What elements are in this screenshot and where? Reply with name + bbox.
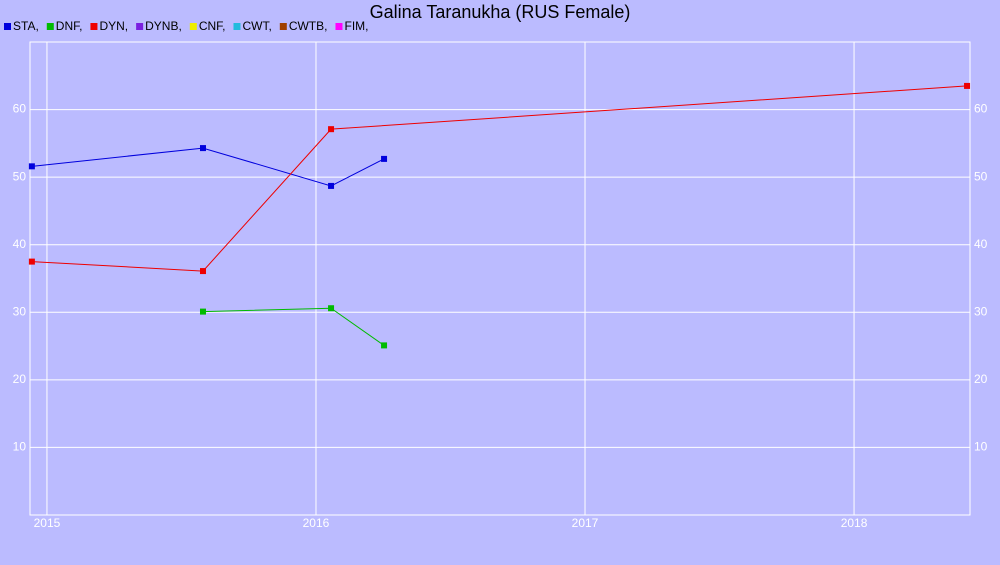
legend-swatch bbox=[46, 23, 54, 30]
y2-tick-label: 30 bbox=[974, 304, 988, 318]
data-point bbox=[199, 268, 206, 275]
legend-label: FIM, bbox=[344, 19, 368, 33]
legend-swatch bbox=[279, 23, 287, 30]
data-point bbox=[28, 163, 35, 170]
chart-title: Galina Taranukha (RUS Female) bbox=[370, 2, 631, 22]
legend-label: DNF, bbox=[56, 19, 83, 33]
legend-label: CWT, bbox=[242, 19, 271, 33]
y-tick-label: 10 bbox=[13, 440, 27, 454]
legend-swatch bbox=[335, 23, 343, 30]
data-point bbox=[381, 342, 388, 349]
y-tick-label: 20 bbox=[13, 372, 27, 386]
x-tick-label: 2015 bbox=[34, 516, 61, 530]
data-point bbox=[199, 145, 206, 152]
x-tick-label: 2017 bbox=[572, 516, 599, 530]
data-point bbox=[328, 126, 335, 133]
series-line bbox=[31, 147, 385, 187]
legend-swatch bbox=[189, 23, 197, 30]
legend-label: DYNB, bbox=[145, 19, 182, 33]
y-tick-label: 50 bbox=[13, 169, 27, 183]
y2-tick-label: 20 bbox=[974, 372, 988, 386]
y2-tick-label: 10 bbox=[974, 440, 988, 454]
x-tick-label: 2016 bbox=[303, 516, 330, 530]
y2-tick-label: 40 bbox=[974, 237, 988, 251]
legend-swatch bbox=[233, 23, 241, 30]
y-tick-label: 40 bbox=[13, 237, 27, 251]
legend-swatch bbox=[90, 23, 98, 30]
y-tick-label: 60 bbox=[13, 102, 27, 116]
series-line bbox=[31, 85, 968, 272]
y2-tick-label: 60 bbox=[974, 102, 988, 116]
data-point bbox=[964, 82, 971, 89]
y-tick-label: 30 bbox=[13, 304, 27, 318]
legend-label: CWTB, bbox=[289, 19, 328, 33]
data-point bbox=[381, 155, 388, 162]
data-point bbox=[328, 305, 335, 312]
legend-swatch bbox=[4, 23, 11, 30]
data-point bbox=[328, 182, 335, 189]
y2-tick-label: 50 bbox=[974, 169, 988, 183]
legend-label: CNF, bbox=[199, 19, 226, 33]
data-point bbox=[199, 308, 206, 315]
legend-label: STA, bbox=[13, 19, 39, 33]
legend-label: DYN, bbox=[99, 19, 128, 33]
data-point bbox=[28, 258, 35, 265]
legend-swatch bbox=[136, 23, 144, 30]
plot-area bbox=[29, 41, 971, 516]
x-tick-label: 2018 bbox=[841, 516, 868, 530]
